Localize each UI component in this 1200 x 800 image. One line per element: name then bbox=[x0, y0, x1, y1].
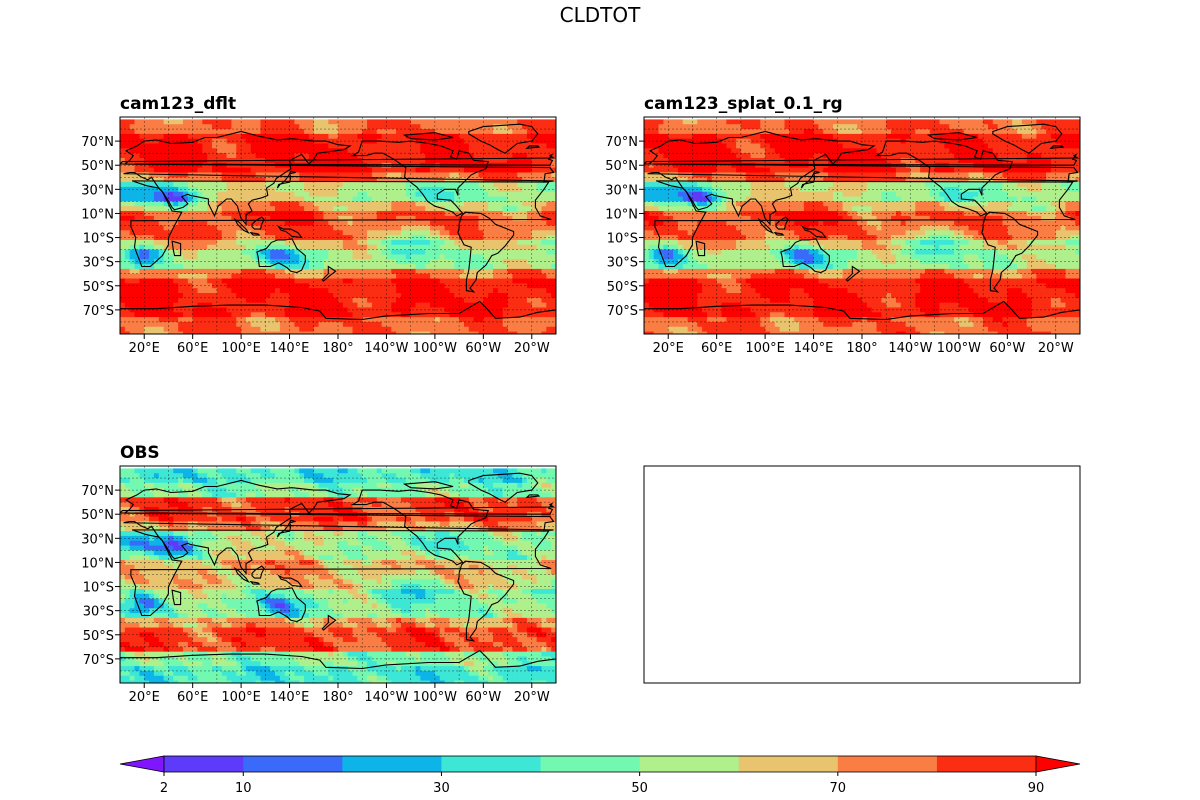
lat-tick-label: 50°S bbox=[83, 280, 114, 295]
colorbar-tick-label: 50 bbox=[631, 781, 648, 796]
colorbar-segment bbox=[639, 756, 740, 772]
colorbar-segment bbox=[540, 756, 641, 772]
panel-frame-obs bbox=[119, 465, 557, 684]
panel-splat: cam123_splat_0.1_rg 70°N 50°N 30°N 10°N 10°S 3… bbox=[605, 94, 1081, 356]
lon-tick-label: 100°W bbox=[413, 690, 457, 705]
colorbar-segment bbox=[837, 756, 938, 772]
lat-tick-label: 10°S bbox=[607, 232, 638, 247]
lon-tick-label: 60°W bbox=[465, 341, 501, 356]
panel-frame-dflt bbox=[119, 116, 557, 335]
lat-tick-label: 50°S bbox=[607, 280, 638, 295]
coastlines-dflt bbox=[120, 123, 556, 334]
colorbar-segment bbox=[342, 756, 442, 772]
lat-tick-label: 10°N bbox=[605, 207, 638, 222]
panel-title-dflt: cam123_dflt bbox=[120, 94, 236, 114]
lon-tick-label: 140°W bbox=[364, 690, 408, 705]
lon-tick-label: 100°E bbox=[221, 690, 261, 705]
lon-tick-label: 140°W bbox=[888, 341, 932, 356]
colorbar-tick-label: 10 bbox=[235, 781, 252, 796]
colorbar-tick-label: 30 bbox=[433, 781, 450, 796]
figure-title: CLDTOT bbox=[560, 3, 641, 27]
lat-tick-label: 50°S bbox=[83, 629, 114, 644]
lon-tick-label: 180° bbox=[322, 341, 353, 356]
lon-tick-label: 140°E bbox=[270, 341, 310, 356]
lat-tick-label: 70°N bbox=[81, 135, 114, 150]
lon-tick-label: 180° bbox=[846, 341, 877, 356]
colorbar-tick-label: 2 bbox=[160, 781, 168, 796]
lon-tick-label: 140°W bbox=[364, 341, 408, 356]
lon-tick-label: 60°E bbox=[177, 341, 208, 356]
panel-dflt: cam123_dflt 70°N 50°N 30°N 10°N 10°S 30°S 50°S 7… bbox=[81, 94, 557, 356]
lon-tick-label: 20°W bbox=[1038, 341, 1074, 356]
panel-frame-blank bbox=[643, 465, 1081, 684]
lat-tick-label: 50°N bbox=[81, 508, 114, 523]
panel-obs: OBS 70°N 50°N 30°N 10°N 10°S 30°S 50°S 70°S 20°E 6… bbox=[81, 443, 557, 705]
lat-tick-label: 50°N bbox=[81, 159, 114, 174]
lat-tick-label: 10°N bbox=[81, 556, 114, 571]
panel-frame-splat bbox=[643, 116, 1081, 335]
lon-tick-label: 20°W bbox=[514, 690, 550, 705]
colorbar-frame bbox=[163, 755, 1037, 773]
lon-tick-label: 100°E bbox=[745, 341, 785, 356]
lat-tick-label: 10°N bbox=[81, 207, 114, 222]
lon-tick-label: 180° bbox=[322, 690, 353, 705]
coastlines-splat bbox=[644, 123, 1080, 334]
colorbar-segment bbox=[164, 756, 244, 772]
lat-tick-label: 30°N bbox=[605, 183, 638, 198]
colorbar-segment bbox=[936, 756, 1037, 772]
colorbar-segment bbox=[738, 756, 839, 772]
contour-field-splat bbox=[644, 117, 1080, 334]
colorbar-tick-label: 70 bbox=[830, 781, 847, 796]
lon-tick-label: 140°E bbox=[794, 341, 834, 356]
lon-tick-label: 60°W bbox=[465, 690, 501, 705]
gridlines-obs bbox=[120, 466, 556, 683]
colorbar: 2 10 30 50 70 90 bbox=[119, 755, 1081, 796]
colorbar-tick-label: 90 bbox=[1028, 781, 1045, 796]
lon-tick-label: 100°E bbox=[221, 341, 261, 356]
lon-tick-label: 60°E bbox=[177, 690, 208, 705]
lat-tick-label: 70°N bbox=[81, 484, 114, 499]
contour-field-dflt bbox=[120, 117, 556, 334]
map-panels: cam123_dflt 70°N 50°N 30°N 10°N 10°S 30°S 50°S 7… bbox=[81, 94, 1081, 705]
lon-tick-label: 60°E bbox=[701, 341, 732, 356]
panel-title-splat: cam123_splat_0.1_rg bbox=[644, 94, 843, 114]
colorbar-segment bbox=[441, 756, 542, 772]
contour-field-obs bbox=[120, 466, 556, 683]
lat-tick-label: 70°S bbox=[83, 653, 114, 668]
lon-tick-label: 20°E bbox=[129, 690, 160, 705]
lon-tick-label: 100°W bbox=[937, 341, 981, 356]
colorbar-segment bbox=[243, 756, 343, 772]
lat-tick-label: 30°S bbox=[607, 256, 638, 271]
lat-tick-label: 10°S bbox=[83, 232, 114, 247]
panel-title-obs: OBS bbox=[120, 443, 160, 463]
lat-tick-label: 70°S bbox=[607, 304, 638, 319]
lat-tick-label: 30°N bbox=[81, 532, 114, 547]
lat-tick-label: 50°N bbox=[605, 159, 638, 174]
lat-tick-label: 30°S bbox=[83, 605, 114, 620]
lon-tick-label: 20°E bbox=[129, 341, 160, 356]
lon-tick-label: 60°W bbox=[989, 341, 1025, 356]
lat-tick-label: 70°S bbox=[83, 304, 114, 319]
lat-tick-label: 30°N bbox=[81, 183, 114, 198]
lat-tick-label: 70°N bbox=[605, 135, 638, 150]
lat-tick-label: 10°S bbox=[83, 581, 114, 596]
colorbar-extend-high bbox=[1035, 755, 1081, 773]
colorbar-extend-low bbox=[119, 755, 165, 773]
lon-tick-label: 20°E bbox=[653, 341, 684, 356]
coastlines-obs bbox=[120, 472, 556, 683]
panel-blank bbox=[643, 465, 1081, 684]
lat-tick-label: 30°S bbox=[83, 256, 114, 271]
lon-tick-label: 140°E bbox=[270, 690, 310, 705]
lon-tick-label: 100°W bbox=[413, 341, 457, 356]
lon-tick-label: 20°W bbox=[514, 341, 550, 356]
